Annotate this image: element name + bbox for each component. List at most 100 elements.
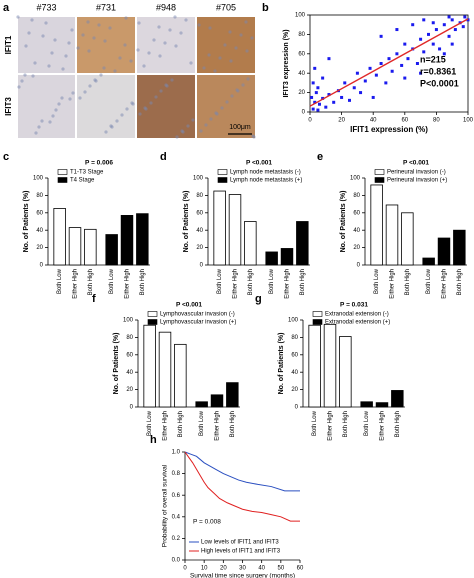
bar bbox=[226, 382, 239, 408]
panel-letter: b bbox=[262, 2, 269, 14]
cell bbox=[220, 106, 224, 110]
y-tick-label: 20 bbox=[126, 387, 133, 393]
survival-curve bbox=[184, 451, 300, 522]
cell bbox=[236, 89, 240, 93]
cell bbox=[197, 23, 201, 27]
panel-letter: g bbox=[255, 293, 262, 305]
legend-swatch bbox=[374, 177, 385, 183]
cell bbox=[94, 79, 98, 83]
cell bbox=[92, 36, 96, 40]
x-tick-label: 40 bbox=[370, 118, 377, 124]
cell bbox=[213, 69, 217, 73]
point bbox=[379, 62, 383, 65]
cell bbox=[17, 85, 21, 89]
y-tick-label: 20 bbox=[196, 245, 203, 251]
point bbox=[406, 57, 410, 61]
chart-title: P = 0.031 bbox=[340, 302, 368, 309]
point bbox=[442, 52, 446, 56]
y-tick-label: 40 bbox=[298, 71, 305, 77]
x-tick-label: 40 bbox=[258, 566, 265, 572]
cell bbox=[118, 56, 122, 60]
x-tick-label: Both Low bbox=[57, 268, 63, 294]
point bbox=[450, 18, 454, 22]
ihc-image bbox=[18, 75, 75, 138]
point bbox=[371, 95, 375, 99]
bar bbox=[375, 402, 389, 408]
y-tick-label: 80 bbox=[291, 335, 298, 341]
point bbox=[343, 81, 347, 85]
panel-letter: e bbox=[317, 151, 323, 163]
cell bbox=[154, 95, 158, 99]
y-tick-label: 0 bbox=[130, 405, 134, 411]
x-tick-label: Both Low bbox=[199, 410, 205, 436]
x-axis-label: IFIT1 expression (%) bbox=[350, 125, 428, 134]
cell bbox=[40, 119, 44, 123]
x-tick-label: 30 bbox=[239, 566, 246, 572]
bar bbox=[391, 390, 404, 408]
cell bbox=[86, 20, 90, 24]
cell bbox=[54, 108, 58, 112]
y-tick-label: 80 bbox=[126, 335, 133, 341]
cell bbox=[184, 18, 188, 22]
x-tick-label: 100 bbox=[463, 118, 474, 124]
y-tick-label: 0.0 bbox=[172, 558, 181, 564]
point bbox=[447, 15, 451, 19]
bar bbox=[53, 208, 66, 266]
cell bbox=[239, 33, 243, 37]
x-tick-label: Both High bbox=[88, 269, 94, 295]
cell bbox=[159, 89, 163, 93]
point bbox=[422, 18, 426, 22]
cell bbox=[168, 28, 172, 32]
y-axis-label: No. of Patients (%) bbox=[278, 333, 285, 395]
cell bbox=[53, 38, 57, 42]
x-tick-label: Both Low bbox=[217, 268, 223, 294]
cell bbox=[102, 66, 106, 70]
chart-title: P <0.001 bbox=[246, 160, 272, 167]
y-tick-label: 40 bbox=[291, 370, 298, 376]
x-tick-label: Both High bbox=[300, 269, 306, 295]
x-tick-label: 50 bbox=[277, 566, 284, 572]
legend-label: Low levels of IFIT1 and IFIT3 bbox=[201, 540, 279, 546]
point bbox=[321, 76, 325, 80]
point bbox=[363, 79, 367, 83]
legend-swatch bbox=[374, 169, 385, 175]
cell bbox=[104, 130, 108, 134]
legend-label: Extranodal extension (-) bbox=[325, 312, 389, 318]
cell bbox=[41, 34, 45, 38]
chart-title: P <0.001 bbox=[176, 302, 202, 309]
cell bbox=[191, 118, 195, 122]
point bbox=[316, 108, 320, 112]
y-tick-label: 80 bbox=[353, 193, 360, 199]
bar bbox=[213, 190, 226, 266]
cell bbox=[207, 53, 211, 57]
point bbox=[340, 95, 344, 99]
cell bbox=[136, 48, 140, 52]
cell bbox=[170, 78, 174, 82]
bar bbox=[437, 237, 451, 266]
cell bbox=[20, 79, 24, 83]
cell bbox=[47, 64, 51, 68]
x-tick-label: 20 bbox=[220, 566, 227, 572]
bar bbox=[158, 331, 172, 408]
cell bbox=[23, 73, 27, 77]
cell bbox=[97, 23, 101, 27]
cell bbox=[157, 25, 161, 29]
x-tick-label: Both Low bbox=[426, 268, 432, 294]
point bbox=[311, 81, 315, 85]
point bbox=[310, 95, 314, 99]
cell bbox=[51, 114, 55, 118]
point bbox=[400, 63, 404, 67]
cell bbox=[142, 64, 146, 68]
point bbox=[313, 100, 317, 104]
cell bbox=[67, 41, 71, 45]
point bbox=[411, 23, 415, 27]
cell bbox=[78, 96, 82, 100]
legend-swatch bbox=[147, 319, 158, 325]
y-axis-label: No. of Patients (%) bbox=[183, 191, 190, 253]
legend-label: Perineural invasion (-) bbox=[387, 170, 446, 176]
bar bbox=[265, 251, 278, 266]
cell bbox=[83, 90, 87, 94]
cell bbox=[129, 59, 133, 63]
legend-label: High levels of IFIT1 and IFIT3 bbox=[201, 549, 281, 555]
